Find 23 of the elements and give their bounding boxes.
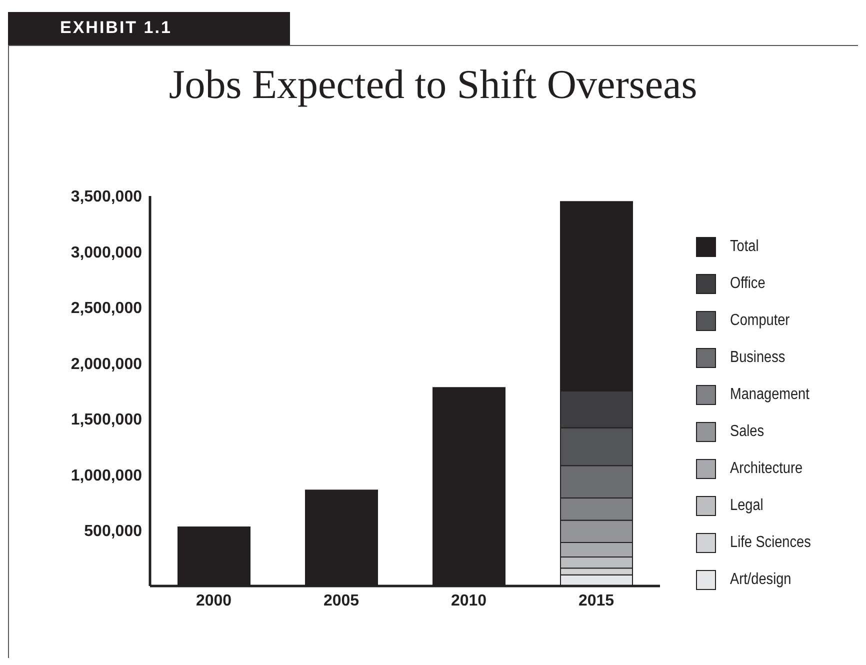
y-tick-label: 500,000 bbox=[84, 522, 142, 540]
x-tick-label: 2010 bbox=[450, 592, 487, 610]
legend-label: Architecture bbox=[730, 460, 803, 478]
y-tick-label: 3,000,000 bbox=[70, 244, 142, 262]
y-tick-label: 2,500,000 bbox=[70, 300, 142, 318]
legend-label: Sales bbox=[730, 422, 764, 440]
legend-label: Business bbox=[730, 348, 786, 366]
y-tick-label: 1,000,000 bbox=[70, 467, 142, 484]
chart-title: Jobs Expected to Shift Overseas bbox=[168, 60, 698, 108]
legend-label: Life Sciences bbox=[730, 534, 811, 552]
x-tick-label: 2005 bbox=[323, 592, 360, 610]
y-tick-label: 3,500,000 bbox=[70, 188, 142, 206]
legend-label: Computer bbox=[730, 312, 790, 330]
legend-label: Legal bbox=[730, 496, 764, 514]
x-tick-label: 2000 bbox=[196, 592, 232, 610]
legend-label: Management bbox=[730, 386, 810, 404]
legend-label: Total bbox=[730, 238, 759, 256]
legend-label: Art/design bbox=[730, 570, 792, 588]
y-tick-label: 1,500,000 bbox=[70, 412, 142, 429]
x-tick-label: 2015 bbox=[578, 592, 614, 610]
exhibit-header: EXHIBIT 1.1 bbox=[60, 18, 172, 38]
legend-label: Office bbox=[730, 274, 766, 292]
y-tick-label: 2,000,000 bbox=[70, 356, 142, 373]
